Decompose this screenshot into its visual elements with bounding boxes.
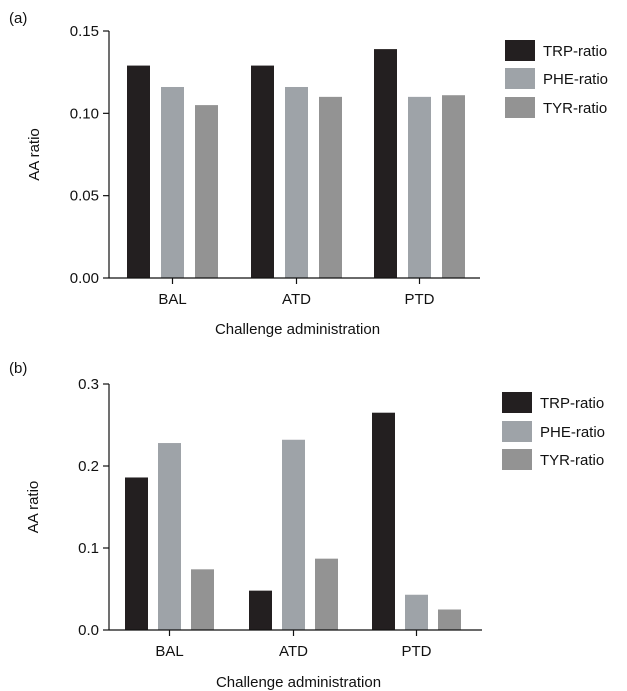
legend-label: TYR-ratio bbox=[540, 452, 604, 469]
bar-phe-ratio-ptd bbox=[408, 96, 431, 278]
x-tick-label: BAL bbox=[155, 643, 183, 660]
chart-panel-b: (b) 0.0 0.1 0.2 0.3 BAL ATD PTD Challenge admin… bbox=[0, 345, 627, 691]
bar-chart-b: 0.0 0.1 0.2 0.3 BAL ATD PTD Challenge administr… bbox=[25, 376, 605, 691]
bar-trp-ratio-atd bbox=[249, 590, 272, 630]
bar-tyr-ratio-bal bbox=[195, 105, 218, 278]
bar-trp-ratio-ptd bbox=[372, 412, 395, 630]
legend-swatch bbox=[505, 40, 535, 61]
x-tick-label: PTD bbox=[405, 291, 435, 308]
legend-swatch bbox=[502, 392, 532, 413]
bar-tyr-ratio-ptd bbox=[438, 609, 461, 630]
x-tick-label: BAL bbox=[158, 291, 186, 308]
y-tick-label: 0.10 bbox=[70, 105, 99, 122]
panel-label: (b) bbox=[9, 360, 28, 377]
bar-trp-ratio-bal bbox=[125, 477, 148, 630]
legend-label: TRP-ratio bbox=[540, 395, 604, 412]
x-axis-title: Challenge administration bbox=[216, 674, 381, 691]
x-axis-title: Challenge administration bbox=[215, 321, 380, 338]
x-tick-label: PTD bbox=[402, 643, 432, 660]
x-tick-label: ATD bbox=[282, 291, 311, 308]
y-tick-label: 0.15 bbox=[70, 23, 99, 40]
y-tick-label: 0.1 bbox=[78, 540, 99, 557]
bar-phe-ratio-ptd bbox=[405, 594, 428, 630]
y-tick-label: 0.00 bbox=[70, 270, 99, 287]
y-tick-label: 0.0 bbox=[78, 622, 99, 639]
bar-tyr-ratio-atd bbox=[319, 96, 342, 278]
legend-swatch bbox=[502, 421, 532, 442]
legend-swatch bbox=[505, 68, 535, 89]
x-tick-label: ATD bbox=[279, 643, 308, 660]
chart-panel-a: (a) 0.00 0.05 0.10 0.15 BAL ATD PTD Challenge a… bbox=[0, 0, 627, 345]
bar-phe-ratio-bal bbox=[158, 443, 181, 630]
bar-tyr-ratio-atd bbox=[315, 558, 338, 630]
bar-phe-ratio-atd bbox=[282, 439, 305, 630]
legend-label: PHE-ratio bbox=[543, 71, 608, 88]
y-tick-label: 0.2 bbox=[78, 458, 99, 475]
legend-label: TRP-ratio bbox=[543, 43, 607, 60]
bar-chart-a: 0.00 0.05 0.10 0.15 BAL ATD PTD Challenge admin… bbox=[26, 23, 608, 338]
bar-tyr-ratio-bal bbox=[191, 569, 214, 630]
legend-swatch bbox=[505, 97, 535, 118]
legend-swatch bbox=[502, 449, 532, 470]
legend-label: PHE-ratio bbox=[540, 424, 605, 441]
y-axis-title: AA ratio bbox=[26, 128, 43, 181]
legend-label: TYR-ratio bbox=[543, 100, 607, 117]
y-tick-label: 0.3 bbox=[78, 376, 99, 393]
panel-label: (a) bbox=[9, 10, 28, 27]
bar-tyr-ratio-ptd bbox=[442, 95, 465, 278]
bar-trp-ratio-bal bbox=[127, 65, 150, 278]
bar-phe-ratio-atd bbox=[285, 86, 308, 278]
y-tick-label: 0.05 bbox=[70, 188, 99, 205]
bar-trp-ratio-ptd bbox=[374, 49, 397, 278]
bar-trp-ratio-atd bbox=[251, 65, 274, 278]
bar-phe-ratio-bal bbox=[161, 86, 184, 278]
y-axis-title: AA ratio bbox=[25, 481, 42, 534]
